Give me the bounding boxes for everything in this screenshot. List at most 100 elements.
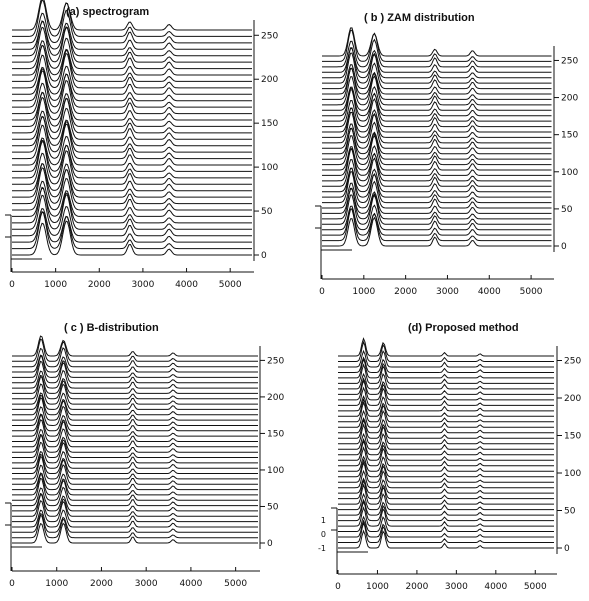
y-tick-label: 150: [561, 131, 578, 141]
trace-line: [12, 338, 258, 362]
trace-line: [338, 461, 554, 483]
waterfall-plot: 0 50 100 150 200 250 0 1000 2000 3000 4000 5000: [315, 27, 578, 297]
trace-line: [338, 439, 554, 461]
trace-line: [338, 458, 554, 478]
amplitude-tick-label: -1: [318, 544, 326, 553]
waterfall-plot: 0 50 100 150 200 250 0 1000 2000 3000 4000 5000 1 0 -1: [318, 337, 581, 592]
trace-line: [12, 37, 252, 70]
trace-line: [12, 26, 252, 63]
trace-line: [338, 500, 554, 522]
y-tick-label: 50: [267, 502, 279, 512]
trace-line: [12, 107, 252, 140]
trace-line: [12, 150, 252, 185]
trace-line: [338, 455, 554, 472]
waterfall-traces: [12, 0, 252, 256]
x-tick-label: 0: [319, 287, 325, 296]
trace-line: [322, 157, 552, 187]
trace-line: [338, 349, 554, 368]
trace-line: [322, 62, 552, 90]
y-tick-label: 100: [267, 466, 284, 476]
chart-panel-b-distribution: ( c ) B-distribution 0 50 100 150 200 250 0 100…: [0, 310, 294, 596]
trace-line: [322, 87, 552, 117]
x-tick-label: 5000: [524, 582, 547, 592]
trace-line: [12, 392, 258, 410]
x-tick-label: 0: [335, 582, 341, 592]
trace-line: [322, 47, 552, 79]
trace-line: [322, 86, 552, 111]
trace-line: [338, 423, 554, 445]
trace-line: [338, 446, 554, 467]
y-tick-label: 100: [564, 469, 581, 479]
trace-line: [338, 432, 554, 450]
trace-line: [12, 455, 258, 480]
trace-line: [12, 70, 252, 108]
trace-line: [12, 405, 258, 427]
trace-line: [338, 529, 554, 549]
trace-line: [12, 193, 252, 230]
waterfall-plot: 0 50 100 150 200 250 0 1000 2000 3000 4000 5000: [5, 335, 284, 589]
y-tick-label: 50: [261, 207, 273, 217]
trace-line: [12, 522, 258, 544]
trace-line: [12, 374, 258, 394]
trace-line: [338, 416, 554, 434]
trace-line: [12, 473, 258, 496]
trace-line: [322, 52, 552, 84]
trace-line: [12, 211, 252, 243]
trace-line: [12, 0, 252, 37]
y-tick-label: 200: [267, 393, 284, 403]
trace-line: [338, 469, 554, 489]
trace-line: [12, 335, 258, 357]
trace-line: [338, 337, 554, 357]
trace-line: [338, 479, 554, 500]
trace-line: [12, 434, 258, 458]
chart-panel-spectrogram: (a) spectrogram 0 50 100 150 200 250 0 1000 2000…: [0, 0, 294, 290]
trace-line: [322, 27, 552, 57]
trace-line: [322, 194, 552, 225]
trace-line: [12, 79, 252, 115]
trace-line: [338, 356, 554, 373]
trace-line: [338, 521, 554, 543]
trace-line: [12, 441, 258, 464]
trace-line: [322, 134, 552, 166]
trace-line: [12, 394, 258, 416]
trace-line: [322, 127, 552, 160]
waterfall-traces: [322, 27, 552, 247]
trace-line: [12, 9, 252, 44]
trace-line: [322, 89, 552, 122]
trace-line: [12, 397, 258, 421]
x-tick-label: 4000: [179, 579, 202, 589]
trace-line: [338, 519, 554, 538]
trace-line: [12, 509, 258, 528]
x-tick-label: 0: [9, 280, 15, 290]
trace-line: [12, 369, 258, 389]
x-tick-label: 2000: [394, 287, 417, 296]
y-tick-label: 200: [564, 394, 581, 404]
trace-line: [12, 115, 252, 153]
trace-line: [12, 453, 258, 474]
chart-title: (a) spectrogram: [66, 6, 150, 18]
trace-line: [12, 52, 252, 89]
trace-line: [338, 372, 554, 390]
trace-line: [322, 29, 552, 62]
y-tick-label: 250: [267, 356, 284, 366]
trace-line: [338, 386, 554, 406]
chart-title: ( b ) ZAM distribution: [364, 12, 475, 24]
trace-line: [322, 167, 552, 198]
trace-line: [12, 44, 252, 76]
trace-line: [12, 140, 252, 179]
trace-line: [322, 171, 552, 204]
trace-line: [338, 397, 554, 417]
trace-line: [322, 38, 552, 68]
trace-line: [338, 363, 554, 384]
x-tick-label: 5000: [520, 287, 543, 296]
trace-line: [12, 123, 252, 160]
x-tick-label: 4000: [484, 582, 507, 592]
trace-line: [12, 139, 252, 172]
trace-line: [12, 187, 252, 217]
trace-line: [322, 216, 552, 247]
trace-line: [12, 91, 252, 127]
trace-line: [338, 400, 554, 423]
trace-line: [322, 68, 552, 95]
trace-line: [338, 357, 554, 379]
trace-line: [12, 514, 258, 539]
